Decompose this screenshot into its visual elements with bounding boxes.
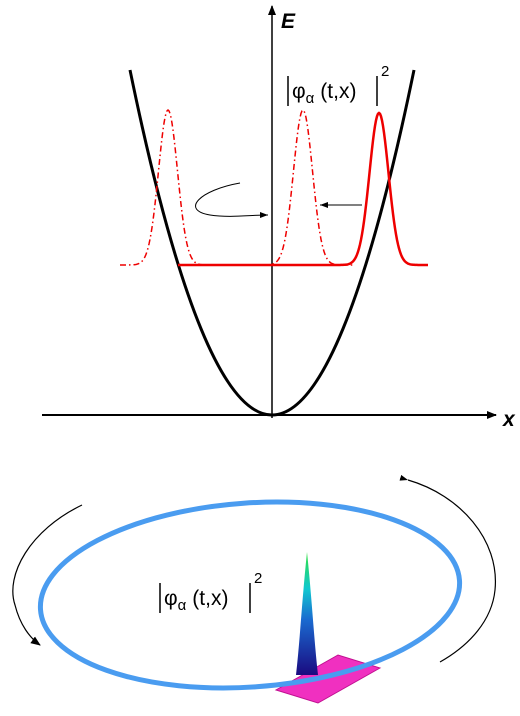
wavefunction-label: φα (t,x) 2 bbox=[159, 570, 262, 614]
argument: (t,x) bbox=[192, 587, 228, 610]
power: 2 bbox=[381, 63, 389, 80]
wave-packet-earlier bbox=[120, 108, 230, 266]
rotation-arrow bbox=[399, 474, 496, 663]
label-text: φα (t,x) bbox=[292, 80, 356, 107]
power: 2 bbox=[254, 570, 262, 587]
label-text: φα (t,x) bbox=[164, 587, 228, 614]
energy-label: E bbox=[281, 10, 296, 33]
symbol: φ bbox=[292, 80, 306, 103]
rotation-arrow bbox=[12, 504, 83, 646]
wave-packet bbox=[178, 111, 428, 267]
subscript: α bbox=[178, 597, 187, 614]
motion-arrow bbox=[195, 182, 269, 219]
density-peak bbox=[296, 552, 318, 675]
density-base bbox=[274, 654, 382, 704]
ring bbox=[37, 499, 463, 691]
symbol: φ bbox=[164, 587, 178, 610]
wave-packet-earlier bbox=[250, 108, 355, 266]
wavefunction-label: φα (t,x) 2 bbox=[287, 63, 389, 107]
subscript: α bbox=[306, 90, 315, 107]
argument: (t,x) bbox=[320, 80, 356, 103]
position-label: x bbox=[502, 408, 516, 431]
potential-well bbox=[128, 69, 416, 417]
